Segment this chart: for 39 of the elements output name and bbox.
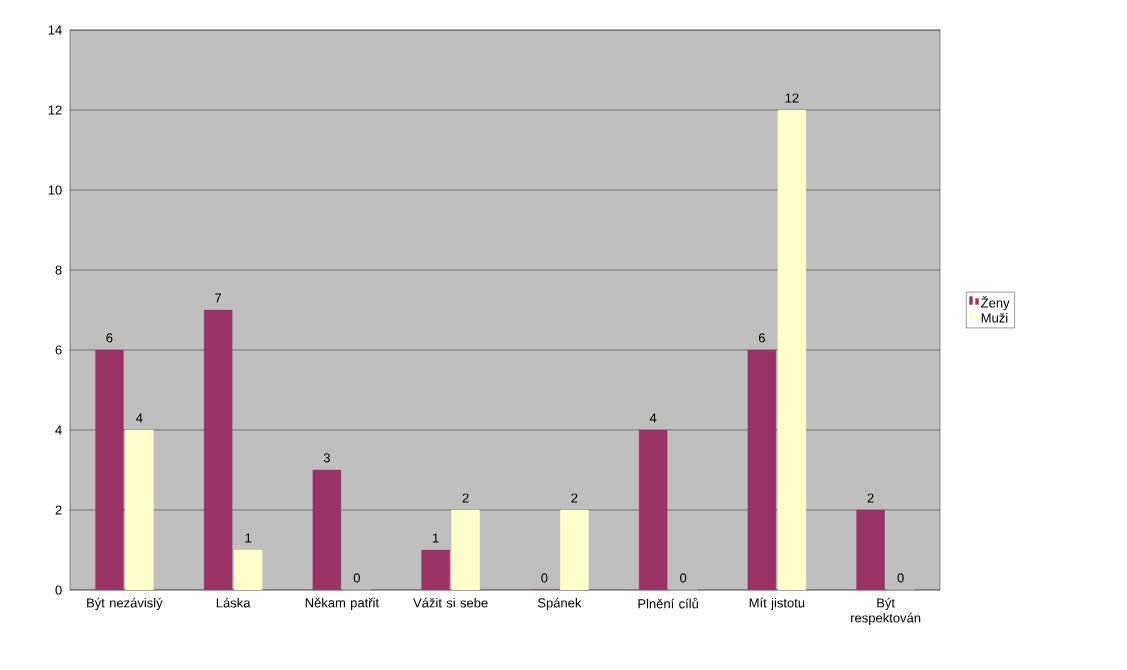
data-label: 1 <box>245 533 252 543</box>
data-label: 0 <box>541 573 548 583</box>
data-label: 3 <box>323 453 330 463</box>
y-tick-label: 12 <box>48 105 62 115</box>
y-tick-label: 2 <box>55 505 62 515</box>
data-label: 0 <box>353 573 360 583</box>
data-label: 0 <box>897 573 904 583</box>
x-tick-label: Plnění cílů <box>638 597 698 609</box>
bar <box>560 509 589 590</box>
data-label: 4 <box>136 413 143 423</box>
data-label: 7 <box>215 293 222 303</box>
data-label: 6 <box>758 333 765 343</box>
data-label: 12 <box>785 93 799 103</box>
data-label: 2 <box>462 493 469 503</box>
bar <box>233 549 263 590</box>
data-label: 2 <box>867 493 874 503</box>
x-tick-label: Láska <box>216 597 251 608</box>
x-tick-label: Vážit si sebe <box>413 597 488 608</box>
bar <box>125 429 154 590</box>
x-tick-label: Mít jistotu <box>749 597 805 611</box>
y-tick-label: 6 <box>55 345 62 355</box>
bar <box>777 109 807 590</box>
data-label: 0 <box>680 573 687 583</box>
data-label: 1 <box>433 533 439 543</box>
x-tick-label: Být respektován <box>851 597 921 626</box>
y-tick-label: 4 <box>55 425 62 435</box>
y-tick-label: 0 <box>55 585 62 595</box>
x-tick-label: Někam patřit <box>305 597 379 610</box>
y-tick-label: 10 <box>48 185 62 195</box>
data-label: 4 <box>649 413 657 423</box>
bar <box>451 509 480 590</box>
x-tick-label: Spánek <box>537 597 582 611</box>
legend-label: Ženy <box>981 296 1010 311</box>
data-label: 6 <box>106 333 113 343</box>
y-tick-label: 14 <box>48 25 62 35</box>
x-tick-label: Být nezávislý <box>87 597 163 611</box>
y-tick-label: 8 <box>55 265 62 275</box>
legend-label: Muži <box>981 312 1008 323</box>
data-label: 2 <box>571 493 578 503</box>
